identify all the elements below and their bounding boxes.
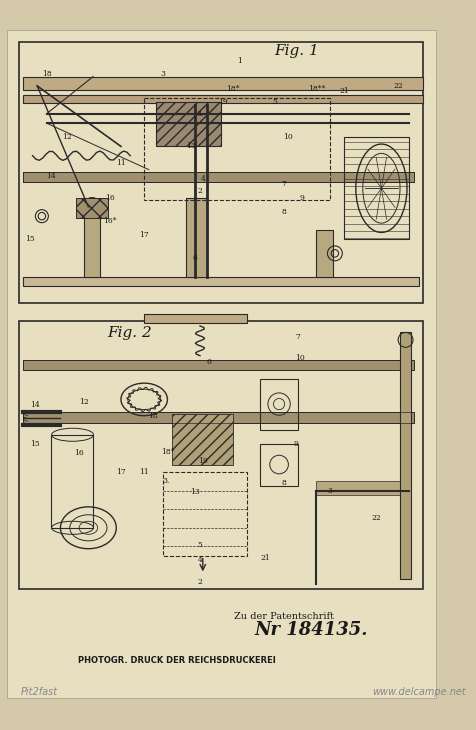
Text: Nr 184135.: Nr 184135. <box>254 620 367 639</box>
Text: 16: 16 <box>74 450 84 458</box>
Text: 18: 18 <box>41 70 51 78</box>
Bar <box>23 277 418 286</box>
Text: www.delcampe.net: www.delcampe.net <box>371 687 465 697</box>
Text: 11: 11 <box>139 468 149 476</box>
Bar <box>260 379 297 430</box>
Bar <box>186 198 206 277</box>
Bar <box>399 332 410 579</box>
Bar <box>162 472 246 556</box>
Text: 15: 15 <box>25 235 35 243</box>
Text: Fig. 1: Fig. 1 <box>274 45 318 58</box>
Text: 1: 1 <box>237 57 242 65</box>
Text: 7: 7 <box>281 180 286 188</box>
Text: 13: 13 <box>185 142 195 150</box>
Text: 10: 10 <box>283 133 293 141</box>
Text: Fig. 2: Fig. 2 <box>107 326 151 340</box>
Text: 16*: 16* <box>103 217 116 225</box>
Bar <box>260 444 297 486</box>
Text: Pit2fast: Pit2fast <box>20 687 58 697</box>
Text: 12: 12 <box>62 133 72 141</box>
Bar <box>23 172 413 182</box>
Bar <box>76 198 108 218</box>
Text: 13: 13 <box>190 488 200 496</box>
Text: 4: 4 <box>197 556 202 564</box>
Text: 21: 21 <box>338 87 348 95</box>
Text: 3: 3 <box>327 487 332 495</box>
Text: 4: 4 <box>200 175 205 183</box>
Bar <box>172 415 232 466</box>
Bar <box>23 361 413 369</box>
Text: 18*: 18* <box>225 85 239 93</box>
Bar <box>144 98 329 200</box>
Text: 17: 17 <box>116 468 126 476</box>
Text: 22: 22 <box>371 515 381 523</box>
Text: 3: 3 <box>160 70 165 78</box>
Bar <box>23 412 413 423</box>
Text: 15: 15 <box>30 440 40 448</box>
Text: 16: 16 <box>105 193 114 201</box>
Bar <box>156 101 221 147</box>
Bar <box>316 230 332 277</box>
Text: 5: 5 <box>197 540 202 548</box>
Text: 6: 6 <box>192 254 198 262</box>
Text: 22: 22 <box>392 82 402 90</box>
Text: 6: 6 <box>207 358 211 366</box>
Text: 14: 14 <box>46 172 56 180</box>
Text: 18*: 18* <box>160 447 174 456</box>
Bar <box>316 481 408 495</box>
Text: 18: 18 <box>149 412 158 420</box>
Text: 9: 9 <box>293 440 298 448</box>
Bar <box>144 314 246 323</box>
Text: 12: 12 <box>79 398 89 406</box>
Text: 8: 8 <box>281 207 286 215</box>
Bar <box>23 95 422 103</box>
Text: 11: 11 <box>116 159 126 167</box>
Text: 19: 19 <box>218 98 228 106</box>
Text: 8: 8 <box>281 479 286 487</box>
Bar <box>344 137 408 239</box>
Text: 2: 2 <box>197 577 202 585</box>
Bar <box>19 321 422 589</box>
Bar <box>51 435 93 528</box>
Text: 5: 5 <box>271 98 276 106</box>
Bar <box>19 42 422 303</box>
Text: 17: 17 <box>139 231 149 239</box>
Text: 2: 2 <box>197 187 202 195</box>
Bar <box>84 216 100 277</box>
Text: 9: 9 <box>299 193 304 201</box>
Text: 7: 7 <box>295 333 299 341</box>
Text: Zu der Patentschrift: Zu der Patentschrift <box>233 612 333 621</box>
Bar <box>23 77 422 90</box>
Text: 21: 21 <box>260 553 269 561</box>
Text: 18**: 18** <box>307 85 324 93</box>
Text: PHOTOGR. DRUCK DER REICHSDRUCKEREI: PHOTOGR. DRUCK DER REICHSDRUCKEREI <box>78 656 275 665</box>
Text: 10: 10 <box>294 355 304 363</box>
Text: 3.: 3. <box>196 110 203 118</box>
Text: 19: 19 <box>198 457 207 465</box>
Text: 3.: 3. <box>161 477 169 485</box>
Text: 14: 14 <box>30 401 40 409</box>
